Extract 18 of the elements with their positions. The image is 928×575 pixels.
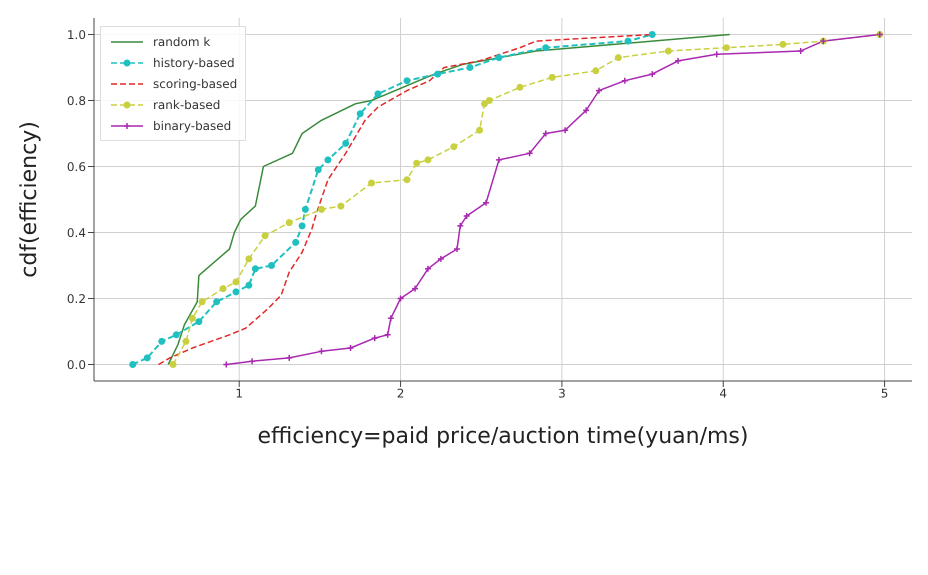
y-tick-label: 0.6 bbox=[66, 160, 86, 174]
x-tick-label: 4 bbox=[719, 386, 728, 401]
y-tick-label: 0.8 bbox=[66, 94, 86, 108]
legend-label: binary-based bbox=[153, 118, 232, 132]
x-tick-label: 2 bbox=[396, 386, 404, 401]
y-tick-label: 1.0 bbox=[66, 28, 86, 42]
y-tick-label: 0.2 bbox=[66, 292, 86, 306]
y-tick-label: 0.0 bbox=[66, 358, 86, 372]
y-tick-label: 0.4 bbox=[66, 226, 86, 240]
x-tick-label: 5 bbox=[880, 386, 888, 401]
legend-label: history-based bbox=[153, 56, 235, 70]
y-axis-title: cdf(efficiency) bbox=[16, 121, 42, 278]
x-tick-label: 1 bbox=[235, 386, 244, 401]
legend-label: rank-based bbox=[153, 98, 220, 112]
x-tick-label: 3 bbox=[558, 386, 566, 401]
legend-label: scoring-based bbox=[153, 76, 238, 90]
x-axis-title: efficiency=paid price/auction time(yuan/ms) bbox=[258, 424, 748, 449]
legend-label: random k bbox=[153, 34, 210, 48]
